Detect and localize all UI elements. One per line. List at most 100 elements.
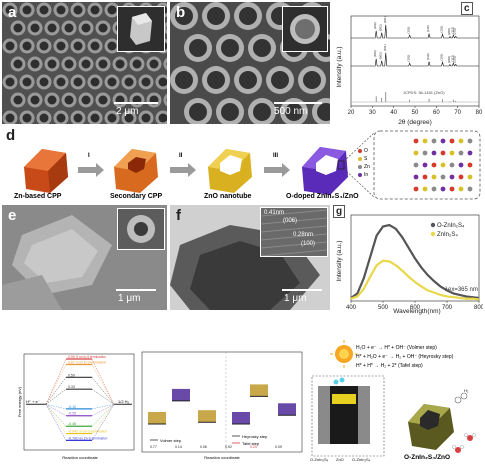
xrd-tick-label: 60 xyxy=(433,110,440,116)
slab-model-mark xyxy=(172,388,190,401)
pathway-value: 0.09 xyxy=(275,445,282,449)
nanotube-hole xyxy=(56,5,66,15)
nanotube-hole xyxy=(221,103,239,121)
xrd-peak-label: (201) xyxy=(453,56,457,63)
nanotube-hole xyxy=(124,77,134,87)
atom-legend-dot xyxy=(358,149,362,153)
atom-legend-label: S xyxy=(364,156,368,162)
synthesis-schematic xyxy=(24,130,481,200)
nanotube-hole xyxy=(73,77,83,87)
atom-legend-dot xyxy=(358,165,362,169)
xrd-series-line xyxy=(351,24,479,39)
nanotube-hole xyxy=(107,41,117,51)
pl-annotation: λex=365 nm xyxy=(445,287,478,293)
nanotube-hole xyxy=(47,23,57,33)
reaction-pathway-chart: Reaction coordinate Volmer step Heyrosky… xyxy=(141,351,303,460)
xrd-peak-label: (002) xyxy=(379,24,383,31)
nanotube-hole xyxy=(166,97,167,103)
nanotube-hole xyxy=(73,113,83,123)
atom-legend-dot xyxy=(358,157,362,161)
d-spacing-1: 0.41nm xyxy=(264,210,285,216)
fe-connector xyxy=(45,364,67,405)
atom-legend-label: Zn xyxy=(364,164,370,170)
atom-mark xyxy=(431,162,437,168)
nanotube-hole xyxy=(13,23,23,33)
nanotube-hole xyxy=(39,77,49,87)
arrow-label-1: I xyxy=(88,153,90,159)
legend-tafel: Tafel step xyxy=(242,441,260,446)
nanotube-hole xyxy=(207,71,225,89)
legend-marker-o-znin2s4 xyxy=(430,222,436,228)
atom-mark xyxy=(449,138,455,144)
pl-series-line xyxy=(350,259,480,301)
atom-mark xyxy=(458,150,464,156)
xrd-peak-label: (102) xyxy=(407,27,411,34)
nanotube-hole xyxy=(132,59,142,69)
xrd-x-label: 2θ (degree) xyxy=(398,119,432,126)
free-energy-chart: Free energy (eV) Reaction coordinate H⁺ … xyxy=(17,353,135,460)
pathway-value: 0.29 xyxy=(250,445,257,449)
fe-connector xyxy=(45,404,67,441)
xrd-peak-label: (101) xyxy=(383,44,387,51)
panel-a-sem: a 2 μm xyxy=(2,2,167,124)
fe-level-value: -0.64 xyxy=(68,430,76,434)
panel-label-g: g xyxy=(333,205,346,218)
mechanism-caption: O-ZnIn₂S₄/ZnO xyxy=(404,454,451,461)
arrow-step-I-icon xyxy=(78,163,104,177)
panel-f-hrtem-inset: 0.41nm (006) 0.28nm (100) xyxy=(260,207,328,257)
scale-bar-a xyxy=(114,102,158,104)
fe-connector xyxy=(45,389,67,405)
nanotube-hole xyxy=(166,25,167,31)
pl-tick-label: 700 xyxy=(442,305,453,311)
nanotube-hole xyxy=(189,103,207,121)
nanotube-mark xyxy=(163,57,167,71)
step-caption-1: Zn-based CPP xyxy=(14,193,62,200)
d-spacing-2: 0.28nm xyxy=(293,232,314,238)
fe-x-label: Reaction coordinate xyxy=(62,455,98,460)
panel-d-schematic: d xyxy=(2,127,483,203)
scale-text-e: 1 μm xyxy=(118,293,141,304)
atom-mark xyxy=(422,174,428,180)
nanotube-hole xyxy=(303,71,321,89)
bottom-label-1: O-ZnIn₂S₄ xyxy=(310,457,329,462)
nanotube-hole xyxy=(158,113,167,123)
nanotube-hole xyxy=(64,95,74,105)
fe-level-label: S on In-S termination xyxy=(76,355,106,359)
sun-icon xyxy=(330,340,358,368)
panel-label-a: a xyxy=(8,4,17,21)
path-x-label: Reaction coordinate xyxy=(204,455,240,460)
nanotube-hole xyxy=(5,113,15,123)
nanotube-hole xyxy=(90,41,100,51)
nanotube-hole xyxy=(73,41,83,51)
nanotube-hole xyxy=(47,95,57,105)
atom-mark xyxy=(467,150,473,156)
fe-level-value: 0.33 xyxy=(68,385,75,389)
panel-label-c: c xyxy=(461,2,473,15)
atom-legend-label: In xyxy=(364,172,369,178)
atom-mark xyxy=(422,162,428,168)
tube-end-icon xyxy=(283,7,327,51)
atom-mark xyxy=(440,138,446,144)
atom-mark xyxy=(467,174,473,180)
atom-mark xyxy=(458,174,464,180)
mechanism-step-1: H₂O + e⁻ → H* + OH⁻ (Volmer step) xyxy=(356,345,437,351)
fe-level-value: 0.59 xyxy=(68,373,75,377)
xrd-peak-label: (200) xyxy=(447,28,451,35)
atom-mark xyxy=(413,174,419,180)
slab-model-mark xyxy=(250,384,268,397)
nanotube-hole xyxy=(56,113,66,123)
step-caption-3: ZnO nanotube xyxy=(204,193,252,200)
scale-bar-e xyxy=(116,289,156,291)
h2-bubble-icon xyxy=(454,392,468,404)
xrd-peak-label: (102) xyxy=(407,55,411,62)
xrd-tick-label: 20 xyxy=(348,110,355,116)
nanotube-hole xyxy=(81,95,91,105)
nanotube-hole xyxy=(285,103,303,121)
fe-connector xyxy=(91,377,115,405)
nanotube-hole xyxy=(90,5,100,15)
atom-mark xyxy=(449,162,455,168)
secondary-cpp-icon xyxy=(114,149,158,193)
fe-connector xyxy=(91,404,115,427)
atom-mark xyxy=(440,174,446,180)
xrd-peak-label: (201) xyxy=(453,28,457,35)
